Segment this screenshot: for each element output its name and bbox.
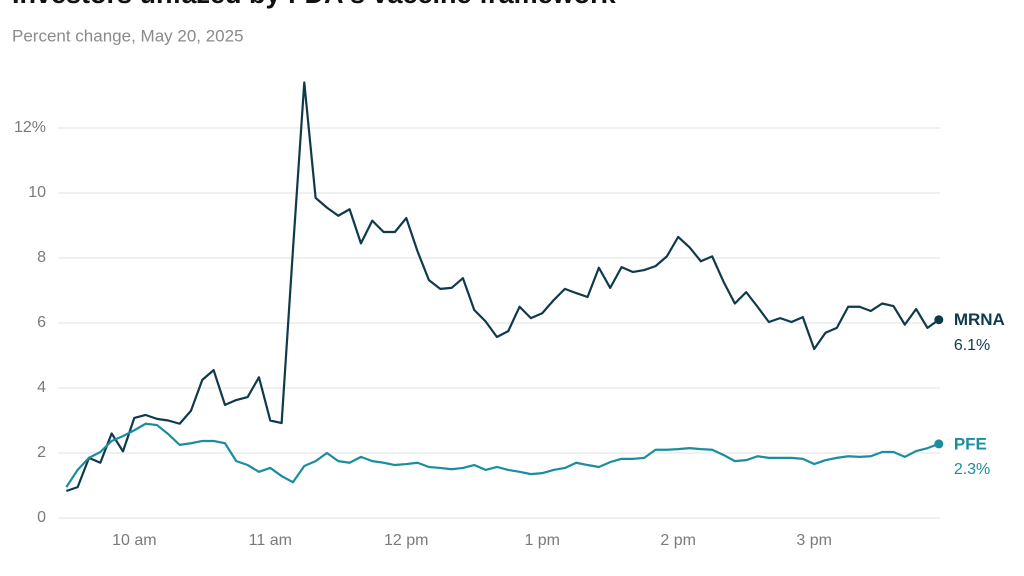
end-value-label: 6.1% [954,337,990,354]
x-tick-label: 2 pm [660,532,696,549]
legend-label: MRNA [954,310,1005,329]
series-line [65,81,940,493]
y-tick-label: 4 [37,379,46,396]
chart-title: Investors unfazed by FDA's vaccine frame… [12,0,617,9]
end-dot [934,315,944,325]
end-value-label: 2.3% [954,461,990,478]
x-tick-label: 12 pm [384,532,428,549]
y-tick-label: 0 [37,509,46,526]
legend-label: PFE [954,434,987,453]
y-tick-label: 2 [37,444,46,461]
series-line [65,422,940,488]
y-tick-label: 6 [37,314,46,331]
x-tick-label: 1 pm [524,532,560,549]
end-dot [934,439,944,449]
y-tick-label: 8 [37,249,46,266]
x-tick-label: 3 pm [796,532,832,549]
y-tick-label: 12% [14,119,46,136]
y-tick-label: 10 [28,184,46,201]
chart-subtitle: Percent change, May 20, 2025 [12,26,244,45]
x-tick-label: 11 am [249,532,292,549]
x-tick-label: 10 am [112,532,156,549]
